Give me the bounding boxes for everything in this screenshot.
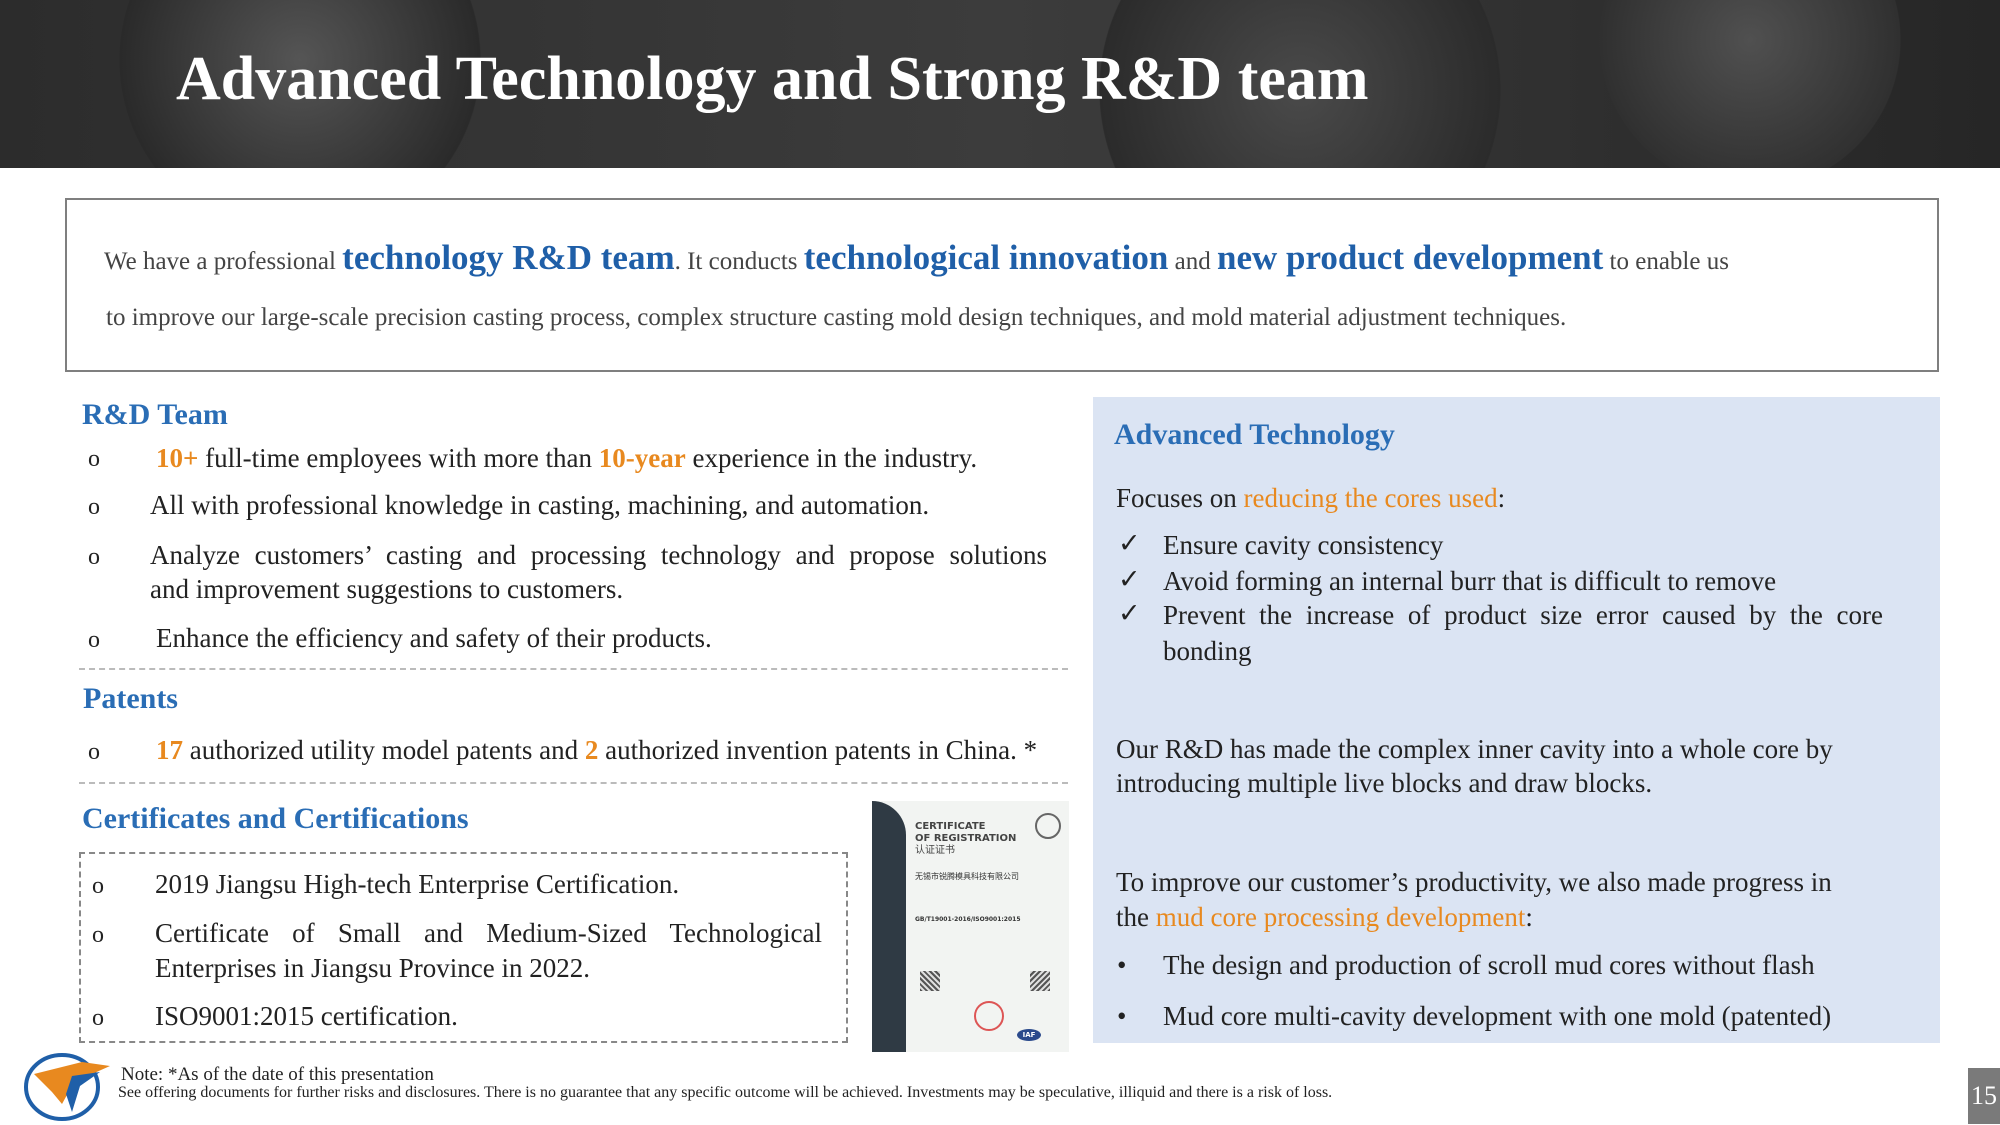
mud-core-item-2: Mud core multi-cavity development with o… [1163,1001,1832,1031]
focus-highlight: reducing the cores used [1243,483,1498,513]
intro-line-1: We have a professional technology R&D te… [104,238,1729,278]
intro-line-2: to improve our large-scale precision cas… [106,304,1567,331]
page-number: 15 [1968,1068,2000,1124]
footer-disclaimer: See offering documents for further risks… [118,1084,1333,1101]
cert-item-1: 2019 Jiangsu High-tech Enterprise Certif… [155,869,680,899]
cert-title-line: CERTIFICATE [915,821,986,832]
company-logo [24,1053,110,1121]
qr-code-icon [1030,971,1050,991]
cert-company: 无锡市锐腾模具科技有限公司 [915,872,1019,881]
cert-item-3: ISO9001:2015 certification. [155,1001,458,1031]
bullet-dot-icon: • [1117,1001,1127,1031]
intro-text: . It conducts [674,248,804,275]
check-item-1: Ensure cavity consistency [1163,530,1444,560]
para-2b: the mud core processing development: [1116,902,1533,933]
iaf-badge: IAF [1017,1029,1041,1041]
certs-box [79,852,848,1043]
para-highlight: mud core processing development [1155,902,1526,932]
intro-text: We have a professional [104,248,343,275]
cert-dark-band [872,801,906,1052]
page-title: Advanced Technology and Strong R&D team [176,45,1369,113]
bullet-icon: o [88,544,100,570]
highlight-number: 17 [156,735,183,765]
cert-title: CERTIFICATE OF REGISTRATION 认证证书 [915,821,1016,857]
rd-item-4: Enhance the efficiency and safety of the… [156,623,712,653]
bullet-icon: o [88,446,100,472]
highlight-number: 10+ [156,443,199,473]
header-banner: Advanced Technology and Strong R&D team [0,0,2000,168]
item-text: authorized utility model patents and [183,735,585,765]
divider [79,782,1068,784]
bullet-dot-icon: • [1117,950,1127,980]
focus-text: : [1497,483,1506,513]
patents-item: 17 authorized utility model patents and … [156,735,1037,766]
bullet-icon: o [92,873,104,899]
item-text: authorized invention patents in China. * [598,735,1038,765]
rd-item-3b: and improvement suggestions to customers… [150,574,624,604]
check-item-3b: bonding [1163,636,1252,666]
rd-item-3a: Analyze customers’ casting and processin… [150,540,1047,570]
divider [79,668,1068,670]
qr-code-icon [920,971,940,991]
cert-title-line: OF REGISTRATION [915,833,1017,844]
bullet-icon: o [92,1005,104,1031]
para-1a: Our R&D has made the complex inner cavit… [1116,734,1833,764]
item-text: full-time employees with more than [198,443,599,473]
intro-keyword: technology R&D team [342,238,675,277]
advanced-technology-panel [1093,397,1940,1043]
check-icon: ✓ [1118,564,1141,594]
footer-note: Note: *As of the date of this presentati… [121,1064,434,1085]
certificate-image: CERTIFICATE OF REGISTRATION 认证证书 无锡市锐腾模具科技… [872,801,1069,1052]
item-text: experience in the industry. [685,443,978,473]
intro-text: and [1168,248,1217,275]
cert-item-2a: Certificate of Small and Medium-Sized Te… [155,918,822,948]
intro-keyword: technological innovation [803,238,1169,277]
advanced-heading: Advanced Technology [1114,418,1395,451]
bullet-icon: o [88,739,100,765]
bullet-icon: o [88,627,100,653]
para-1b: introducing multiple live blocks and dra… [1116,768,1653,798]
bullet-icon: o [92,922,104,948]
para-text: the [1116,902,1156,932]
para-text: : [1525,902,1533,932]
cert-item-2b: Enterprises in Jiangsu Province in 2022. [155,953,590,983]
cert-logo-icon [1035,813,1061,839]
para-2a: To improve our customer’s productivity, … [1116,867,1832,897]
cert-title-line: 认证证书 [915,845,955,856]
cert-standard: GB/T19001-2016/ISO9001:2015 [915,916,1021,923]
highlight-number: 2 [584,735,599,765]
check-item-2: Avoid forming an internal burr that is d… [1163,566,1777,596]
certs-heading: Certificates and Certifications [82,802,469,835]
focus-line: Focuses on reducing the cores used: [1116,483,1505,514]
rd-item-1: 10+ full-time employees with more than 1… [156,443,977,474]
seal-stamp-icon [974,1001,1004,1031]
check-icon: ✓ [1118,528,1141,558]
check-icon: ✓ [1118,598,1141,628]
highlight-number: 10-year [598,443,686,473]
bullet-icon: o [88,494,100,520]
intro-keyword: new product development [1216,238,1604,277]
intro-text: to enable us [1603,248,1729,275]
check-item-3a: Prevent the increase of product size err… [1163,600,1883,630]
intro-box: We have a professional technology R&D te… [65,198,1939,372]
rd-team-heading: R&D Team [82,398,228,431]
mud-core-item-1: The design and production of scroll mud … [1163,950,1815,980]
rd-item-2: All with professional knowledge in casti… [150,490,930,520]
patents-heading: Patents [83,682,178,715]
focus-text: Focuses on [1116,483,1244,513]
